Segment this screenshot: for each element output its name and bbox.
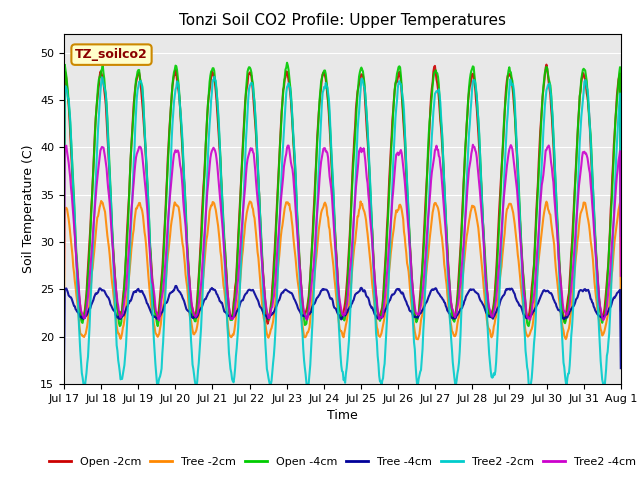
Y-axis label: Soil Temperature (C): Soil Temperature (C) <box>22 144 35 273</box>
X-axis label: Time: Time <box>327 409 358 422</box>
Text: TZ_soilco2: TZ_soilco2 <box>75 48 148 61</box>
Legend: Open -2cm, Tree -2cm, Open -4cm, Tree -4cm, Tree2 -2cm, Tree2 -4cm: Open -2cm, Tree -2cm, Open -4cm, Tree -4… <box>44 453 640 471</box>
Title: Tonzi Soil CO2 Profile: Upper Temperatures: Tonzi Soil CO2 Profile: Upper Temperatur… <box>179 13 506 28</box>
